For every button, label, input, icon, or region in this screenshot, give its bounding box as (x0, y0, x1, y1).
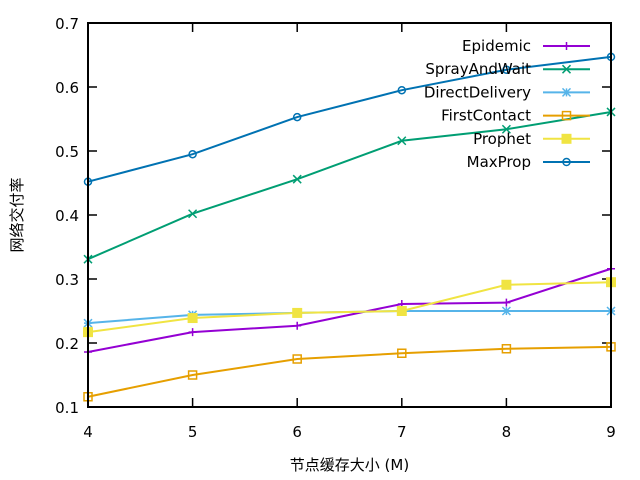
series-prophet (83, 277, 616, 338)
legend-item: FirstContact (441, 107, 590, 125)
y-axis-label: 网络交付率 (8, 177, 26, 252)
plot-frame (87, 22, 612, 408)
data-point (187, 313, 198, 324)
y-tick-label: 0.6 (55, 79, 79, 97)
series-line (87, 110, 612, 261)
legend-item: DirectDelivery (424, 83, 590, 101)
legend-marker (561, 110, 572, 121)
data-point (188, 209, 198, 219)
series-sprayandwait (83, 107, 616, 264)
x-tick-label: 8 (502, 423, 512, 441)
data-point (397, 136, 407, 146)
legend-label: FirstContact (441, 107, 531, 125)
legend: Epidemic SprayAndWait DirectDelivery FirstC… (424, 37, 590, 171)
data-point (501, 124, 511, 134)
x-axis-label: 节点缓存大小 (M) (290, 456, 409, 474)
legend-item: Epidemic (462, 37, 590, 55)
legend-label: MaxProp (467, 153, 531, 171)
legend-marker (562, 157, 571, 167)
legend-label: Epidemic (462, 37, 531, 55)
y-tick-label: 0.5 (55, 143, 79, 161)
data-point (292, 112, 302, 122)
y-tick-label: 0.4 (55, 207, 79, 225)
data-point (501, 279, 512, 290)
legend-item: Prophet (473, 130, 590, 148)
legend-label: Prophet (473, 130, 531, 148)
legend-marker (562, 42, 571, 50)
series-line (87, 55, 612, 183)
legend-label: SprayAndWait (425, 60, 531, 78)
x-tick-label: 5 (188, 423, 198, 441)
data-point (293, 321, 302, 330)
x-tick-label: 4 (83, 423, 93, 441)
legend-marker (561, 87, 572, 97)
y-tick-label: 0.7 (55, 15, 79, 33)
x-tick-label: 7 (397, 423, 407, 441)
y-tick-label: 0.1 (55, 399, 79, 417)
series-line (87, 281, 612, 334)
series-maxprop (83, 52, 616, 186)
y-tick-label: 0.3 (55, 271, 79, 289)
data-point (501, 306, 511, 316)
x-tick-label: 6 (292, 423, 302, 441)
legend-item: SprayAndWait (425, 60, 590, 78)
series-firstcontact (83, 342, 616, 402)
data-point (397, 348, 407, 358)
legend-marker (561, 64, 572, 74)
legend-marker (561, 133, 572, 144)
series-line (87, 345, 612, 398)
axes: 0.1 0.2 0.3 0.4 0.5 0.6 0.7 4 5 6 7 8 9 (55, 15, 616, 441)
series-layer (83, 52, 616, 402)
data-point (501, 344, 512, 354)
series-line (87, 267, 612, 353)
legend-item: MaxProp (467, 153, 590, 171)
legend-label: DirectDelivery (424, 83, 531, 101)
series-directdelivery (83, 306, 616, 328)
data-point (397, 85, 407, 95)
data-point (187, 370, 198, 380)
data-point (188, 149, 197, 159)
data-point (292, 354, 302, 364)
data-point (292, 307, 303, 318)
data-point (502, 298, 511, 307)
data-point (188, 328, 197, 337)
data-point (292, 174, 302, 184)
data-point (396, 306, 407, 316)
x-tick-label: 9 (606, 423, 616, 441)
data-point (502, 65, 511, 74)
y-tick-label: 0.2 (55, 335, 79, 353)
